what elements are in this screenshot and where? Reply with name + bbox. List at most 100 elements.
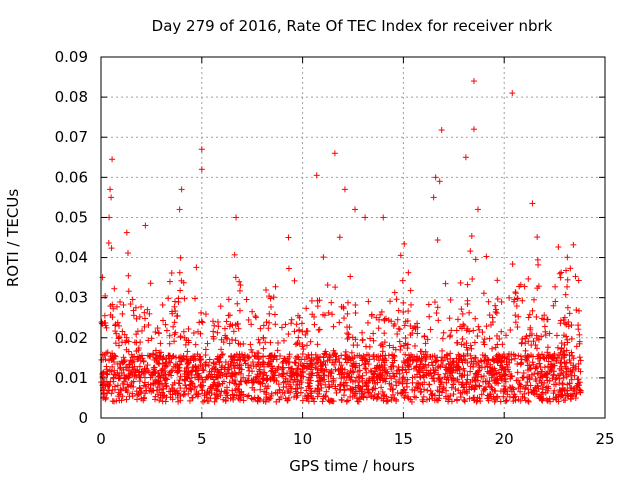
data-point: [530, 388, 537, 395]
data-point: [270, 372, 277, 379]
data-point: [140, 394, 147, 401]
data-point: [330, 323, 337, 330]
data-point: [123, 346, 130, 353]
data-point: [400, 309, 407, 316]
data-point: [472, 382, 479, 389]
data-point: [430, 375, 437, 382]
data-point: [211, 398, 218, 405]
data-point: [299, 328, 306, 335]
data-point: [333, 389, 340, 396]
data-point: [402, 376, 409, 383]
data-point: [533, 345, 540, 352]
data-point: [482, 384, 489, 391]
data-point: [519, 374, 526, 381]
data-point: [263, 372, 270, 379]
data-point: [506, 384, 513, 391]
x-axis-label: GPS time / hours: [289, 457, 415, 475]
data-point: [539, 397, 546, 404]
data-point: [493, 332, 500, 339]
data-point: [324, 281, 331, 288]
data-point: [299, 397, 306, 404]
data-point: [353, 374, 360, 381]
data-point: [250, 378, 257, 385]
data-point: [138, 303, 145, 310]
data-point: [181, 388, 188, 395]
data-point: [351, 361, 358, 368]
data-point: [253, 377, 260, 384]
data-point: [291, 277, 298, 284]
data-point: [190, 330, 197, 337]
data-point: [188, 380, 195, 387]
data-point: [276, 396, 283, 403]
data-point: [111, 383, 118, 390]
data-point: [443, 387, 450, 394]
data-point: [292, 388, 299, 395]
data-point: [516, 380, 523, 387]
data-point: [136, 384, 143, 391]
data-point: [375, 325, 382, 332]
data-point: [120, 378, 127, 385]
data-point: [373, 365, 380, 372]
data-point: [166, 332, 173, 339]
data-point: [152, 393, 159, 400]
data-point: [503, 332, 510, 339]
data-point: [265, 355, 272, 362]
data-point: [236, 287, 243, 294]
data-point: [192, 295, 199, 302]
data-point: [539, 315, 546, 322]
data-point: [308, 297, 315, 304]
data-point: [298, 373, 305, 380]
data-point: [356, 388, 363, 395]
data-point: [245, 377, 252, 384]
data-point: [343, 398, 350, 405]
data-point: [412, 325, 419, 332]
data-point: [112, 322, 119, 329]
data-point: [207, 385, 214, 392]
data-point: [344, 330, 351, 337]
data-point: [326, 398, 333, 405]
data-point: [136, 378, 143, 385]
data-point: [552, 394, 559, 401]
data-point: [260, 359, 267, 366]
data-point: [253, 314, 260, 321]
data-point: [512, 289, 519, 296]
data-point: [214, 374, 221, 381]
data-point: [492, 302, 499, 309]
data-point: [336, 359, 343, 366]
data-point: [99, 274, 106, 281]
data-point: [163, 355, 170, 362]
data-point: [385, 316, 392, 323]
data-point: [223, 334, 230, 341]
data-point: [361, 389, 368, 396]
data-point: [394, 316, 401, 323]
data-point: [168, 372, 175, 379]
data-point: [512, 312, 519, 319]
data-point: [201, 390, 208, 397]
data-point: [436, 375, 443, 382]
data-point: [233, 381, 240, 388]
data-point: [236, 307, 243, 314]
data-point: [267, 295, 274, 302]
data-point: [370, 337, 377, 344]
data-point: [202, 346, 209, 353]
data-point: [159, 366, 166, 373]
data-point: [138, 352, 145, 359]
data-point: [276, 387, 283, 394]
data-point: [575, 376, 582, 383]
data-point: [127, 357, 134, 364]
data-point: [103, 324, 110, 331]
data-point: [430, 194, 437, 201]
data-point: [147, 385, 154, 392]
data-point: [320, 311, 327, 318]
data-point: [298, 320, 305, 327]
data-point: [159, 301, 166, 308]
data-point: [297, 360, 304, 367]
data-point: [314, 365, 321, 372]
data-point: [257, 325, 264, 332]
data-point: [336, 234, 343, 241]
data-point: [464, 325, 471, 332]
data-point: [513, 303, 520, 310]
y-tick-label: 0.08: [55, 88, 88, 106]
data-point: [232, 274, 239, 281]
data-point: [311, 387, 318, 394]
